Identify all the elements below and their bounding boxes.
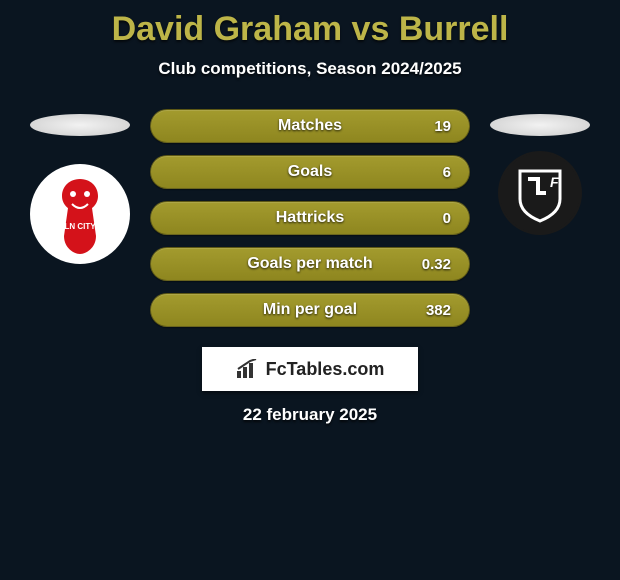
player-left-column: LN CITY — [20, 109, 140, 264]
stat-row-goals-per-match: Goals per match 0.32 — [150, 247, 470, 281]
club-badge-left: LN CITY — [30, 164, 130, 264]
stat-row-matches: Matches 19 — [150, 109, 470, 143]
stat-value: 0 — [443, 210, 451, 227]
date-text: 22 february 2025 — [0, 405, 620, 425]
stat-label: Goals per match — [167, 255, 453, 273]
player-left-platform — [30, 114, 130, 136]
stat-value: 19 — [434, 118, 451, 135]
club-badge-right: F — [498, 151, 582, 235]
stat-value: 0.32 — [422, 256, 451, 273]
stat-label: Matches — [167, 117, 453, 135]
stat-label: Min per goal — [167, 301, 453, 319]
stat-row-goals: Goals 6 — [150, 155, 470, 189]
comparison-row: LN CITY Matches 19 Goals 6 Hattricks 0 G… — [0, 109, 620, 327]
stat-value: 382 — [426, 302, 451, 319]
stat-row-min-per-goal: Min per goal 382 — [150, 293, 470, 327]
stat-label: Goals — [167, 163, 453, 181]
svg-text:LN CITY: LN CITY — [64, 222, 96, 231]
club-crest-left-icon: LN CITY — [30, 164, 130, 264]
stat-label: Hattricks — [167, 209, 453, 227]
svg-text:F: F — [550, 174, 559, 190]
brand-logo: FcTables.com — [202, 347, 418, 391]
player-right-platform — [490, 114, 590, 136]
subtitle: Club competitions, Season 2024/2025 — [0, 59, 620, 79]
player-right-column: F — [480, 109, 600, 235]
club-crest-right-icon: F — [498, 151, 582, 235]
stats-list: Matches 19 Goals 6 Hattricks 0 Goals per… — [140, 109, 480, 327]
stat-value: 6 — [443, 164, 451, 181]
page-title: David Graham vs Burrell — [0, 10, 620, 49]
chart-icon — [236, 359, 260, 379]
brand-text: FcTables.com — [266, 359, 385, 380]
stat-row-hattricks: Hattricks 0 — [150, 201, 470, 235]
